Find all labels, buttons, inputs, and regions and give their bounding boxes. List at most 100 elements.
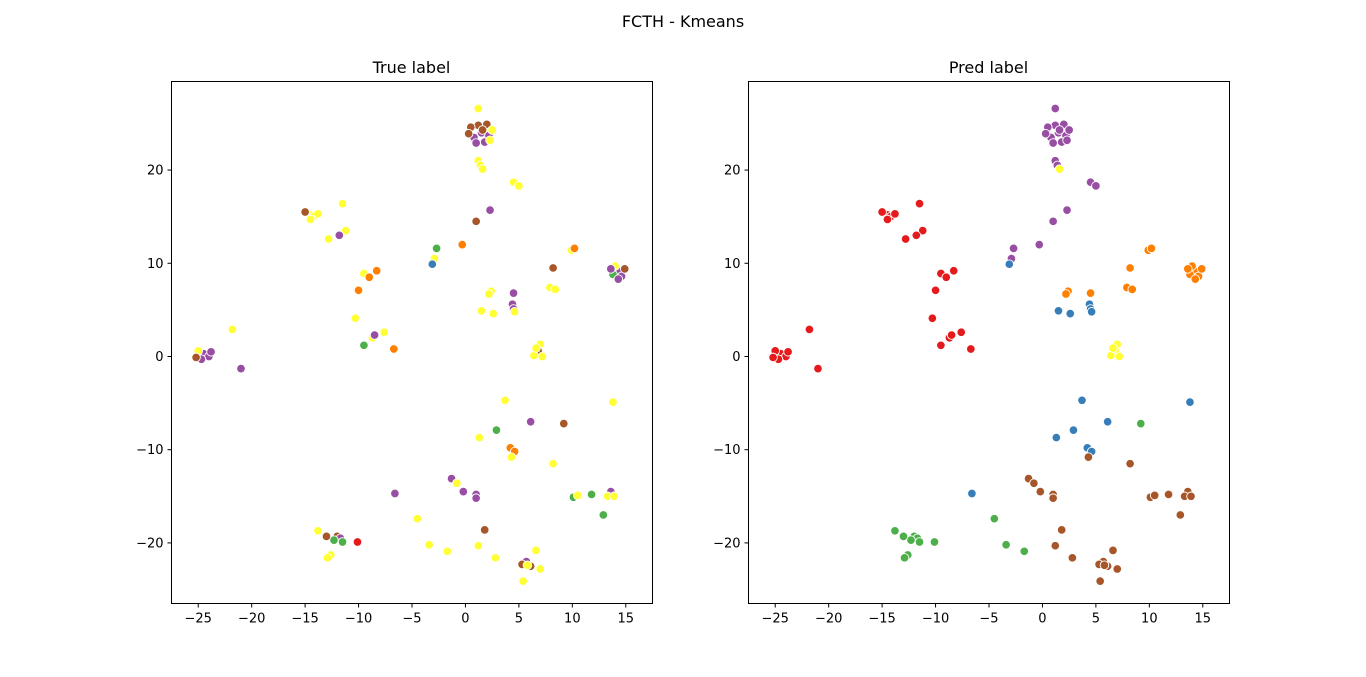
scatter-point	[457, 239, 467, 250]
scatter-point	[1034, 239, 1044, 250]
scatter-point	[1196, 264, 1207, 274]
scatter-point	[313, 209, 323, 219]
scatter-point	[508, 288, 519, 298]
scatter-point	[1108, 343, 1118, 353]
scatter-point	[927, 313, 938, 324]
scatter-point	[946, 330, 957, 340]
scatter-point	[442, 546, 453, 557]
scatter-point	[518, 576, 528, 586]
scatter-point	[804, 324, 815, 335]
x-tick-label: −20	[815, 612, 842, 627]
scatter-point	[608, 397, 618, 407]
y-tick-label: 0	[732, 350, 740, 365]
scatter-point	[1175, 510, 1186, 520]
scatter-point	[452, 478, 462, 489]
scatter-point	[1061, 289, 1071, 299]
scatter-point	[768, 352, 778, 363]
y-tick-label: 20	[147, 164, 164, 179]
scatter-point	[352, 537, 363, 547]
scatter-point	[882, 214, 893, 225]
scatter-point	[322, 553, 333, 563]
scatter-point	[813, 363, 823, 374]
x-tick-label: 10	[564, 612, 581, 627]
scatter-point	[966, 344, 976, 354]
scatter-point	[531, 545, 541, 556]
scatter-point	[191, 352, 201, 363]
y-tick-label: 10	[147, 257, 164, 272]
scatter-point	[1186, 491, 1196, 502]
pred-label-points	[768, 103, 1207, 586]
scatter-point	[1064, 125, 1074, 135]
scatter-point	[548, 263, 558, 273]
scatter-point	[1065, 308, 1075, 319]
scatter-point	[236, 363, 246, 374]
scatter-point	[1125, 263, 1135, 273]
scatter-point	[1149, 490, 1160, 501]
scatter-point	[911, 230, 922, 241]
scatter-point	[1035, 486, 1046, 497]
scatter-point	[1054, 125, 1065, 135]
scatter-point	[1053, 306, 1064, 316]
scatter-point	[1099, 560, 1110, 571]
scatter-point	[1019, 546, 1030, 557]
scatter-point	[1085, 288, 1096, 298]
scatter-point	[509, 306, 520, 317]
scatter-point	[1062, 135, 1072, 145]
scatter-point	[479, 525, 490, 535]
scatter-point	[471, 216, 481, 227]
scatter-point	[609, 491, 619, 502]
scatter-point	[477, 164, 488, 174]
scatter-point	[1146, 243, 1157, 254]
x-tick-label: 5	[515, 612, 523, 627]
x-tick-label: −20	[238, 612, 265, 627]
scatter-point	[890, 209, 900, 219]
scatter-point	[1040, 128, 1051, 139]
scatter-point	[1048, 216, 1058, 227]
true-label-title: True label	[372, 58, 451, 77]
scatter-point	[334, 230, 345, 241]
y-tick-label: 10	[724, 257, 741, 272]
figure-title: FCTH - Kmeans	[622, 12, 744, 31]
scatter-point	[917, 225, 928, 236]
scatter-point	[613, 274, 624, 284]
pred-label-subplot: Pred label −25 −20 −15 −10 −5 0 5 10 15 −20 −10 0 10…	[713, 58, 1230, 627]
scatter-point	[485, 205, 495, 215]
pred-label-frame	[748, 81, 1230, 604]
scatter-point	[914, 537, 925, 547]
scatter-point	[1008, 243, 1019, 254]
scatter-point	[506, 452, 517, 462]
scatter-point	[389, 344, 399, 354]
scatter-point	[458, 486, 469, 497]
scatter-point	[471, 138, 481, 148]
scatter-point	[227, 324, 238, 335]
scatter-point	[1048, 493, 1058, 503]
y-tick-label: −20	[713, 536, 740, 551]
x-tick-label: −15	[868, 612, 895, 627]
scatter-point	[941, 272, 951, 283]
scatter-point	[1029, 478, 1039, 489]
scatter-point	[877, 207, 887, 217]
scatter-point	[514, 181, 524, 191]
scatter-point	[371, 265, 382, 276]
scatter-point	[431, 243, 442, 254]
y-tick-label: −20	[136, 536, 163, 551]
scatter-point	[1056, 525, 1067, 535]
true-label-axes: −25 −20 −15 −10 −5 0 5 10 15 −20 −10 0 10 20	[136, 164, 634, 627]
scatter-point	[1004, 259, 1015, 269]
scatter-point	[898, 531, 909, 542]
true-label-frame	[171, 81, 653, 604]
scatter-point	[1067, 553, 1078, 563]
scatter-point	[531, 343, 541, 353]
scatter-point	[956, 327, 966, 337]
x-tick-label: 15	[618, 612, 635, 627]
scatter-point	[1050, 540, 1061, 551]
scatter-point	[1114, 351, 1125, 362]
y-tick-label: −10	[136, 443, 163, 458]
scatter-point	[1108, 545, 1118, 556]
y-tick-label: 0	[155, 350, 163, 365]
scatter-point	[1048, 138, 1058, 148]
scatter-point	[1001, 540, 1011, 550]
scatter-point	[1136, 418, 1146, 429]
scatter-point	[1127, 284, 1137, 295]
